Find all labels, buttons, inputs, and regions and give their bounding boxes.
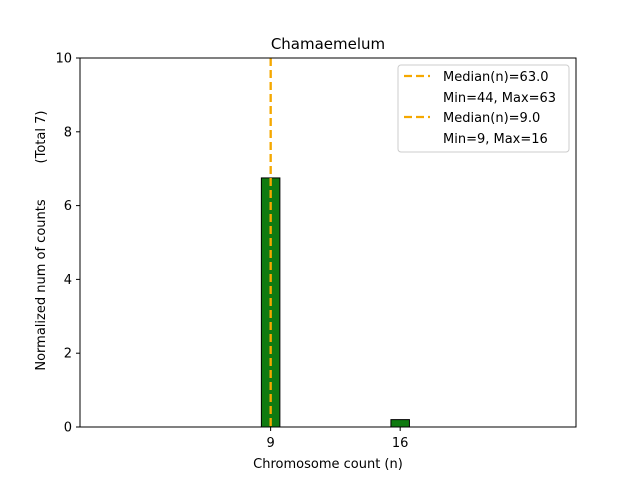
plot-area: 0 2 4 6 8 10 9 16 xyxy=(55,52,577,451)
legend-sublabel: Min=44, Max=63 xyxy=(443,91,556,106)
legend-label: Median(n)=63.0 xyxy=(443,70,549,85)
legend: Median(n)=63.0 Min=44, Max=63 Median(n)=9.… xyxy=(397,64,570,153)
y-tick-label: 0 xyxy=(64,421,72,436)
chart-title: Chamaemelum xyxy=(271,35,385,53)
plot-frame xyxy=(79,57,577,428)
y-axis-total-label: (Total 7) xyxy=(34,111,49,164)
legend-sublabel: Min=9, Max=16 xyxy=(443,132,548,147)
histogram-bar xyxy=(390,419,410,428)
legend-box xyxy=(397,64,570,153)
y-tick-label: 4 xyxy=(64,273,72,288)
y-tick-label: 2 xyxy=(64,347,72,362)
x-tick-label: 9 xyxy=(266,436,274,451)
y-tick-label: 10 xyxy=(55,52,72,67)
y-tick-label: 6 xyxy=(64,199,72,214)
y-axis-label: Normalized num of counts xyxy=(34,199,49,370)
x-axis-label: Chromosome count (n) xyxy=(253,457,403,472)
legend-label: Median(n)=9.0 xyxy=(443,111,540,126)
x-tick-label: 16 xyxy=(392,436,409,451)
y-tick-label: 8 xyxy=(64,125,72,140)
